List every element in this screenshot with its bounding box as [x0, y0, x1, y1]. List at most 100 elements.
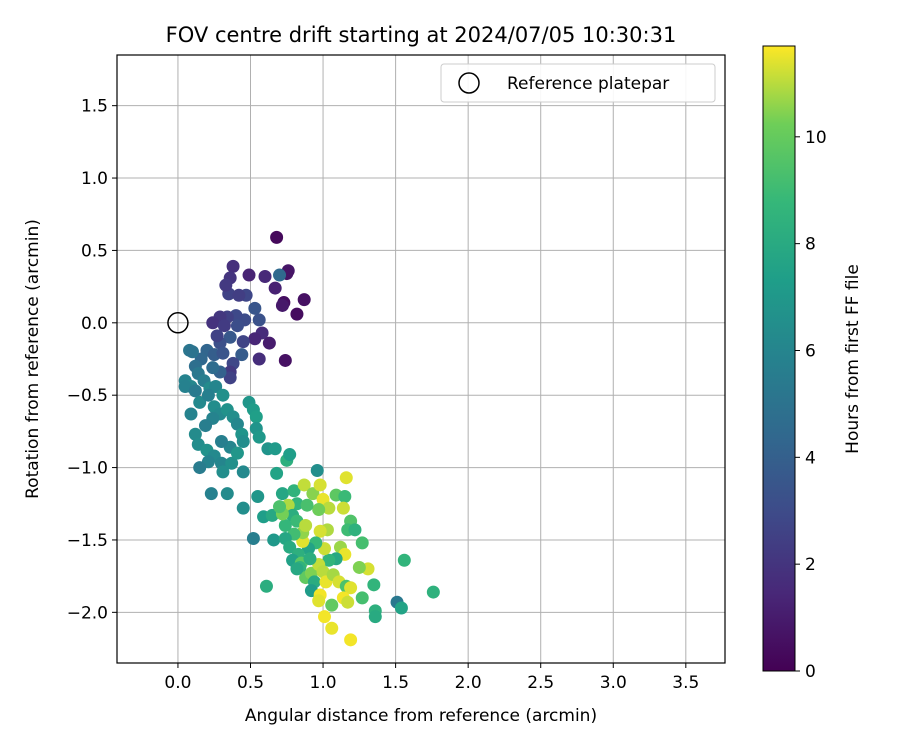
data-point [283, 448, 297, 462]
data-point [287, 484, 301, 498]
x-tick-label: 1.0 [310, 673, 337, 693]
data-point [338, 490, 352, 504]
y-tick-label: 0.0 [81, 314, 108, 334]
data-point [368, 610, 382, 624]
data-point [249, 410, 263, 424]
data-point [265, 508, 279, 522]
y-axis-ticks: 1.5 1.0 0.5 0.0 −0.5 −1.0 −1.5 −2.0 [67, 97, 117, 623]
data-point [270, 466, 284, 480]
data-point [344, 581, 358, 595]
data-point [188, 427, 202, 441]
data-point [230, 417, 244, 431]
data-point [268, 442, 282, 456]
data-point [267, 533, 281, 547]
data-point [236, 465, 250, 479]
data-point [426, 585, 440, 599]
reference-platepar-marker [167, 312, 189, 334]
colorbar-tick-label: 10 [805, 128, 827, 148]
x-axis-label: Angular distance from reference (arcmin) [245, 706, 597, 726]
y-tick-label: 1.5 [81, 97, 108, 117]
data-point [223, 371, 237, 385]
y-tick-label: 1.0 [81, 169, 108, 189]
legend: Reference platepar [440, 63, 716, 103]
data-point [348, 523, 362, 537]
data-point [193, 461, 207, 475]
colorbar-tick-label: 2 [805, 555, 816, 575]
x-tick-label: 0.5 [237, 673, 264, 693]
data-point [252, 430, 266, 444]
x-tick-label: 2.0 [455, 673, 482, 693]
data-point [300, 498, 314, 512]
data-point [290, 307, 304, 321]
data-point [216, 465, 230, 479]
data-point [201, 388, 215, 402]
data-point [225, 456, 239, 470]
data-point [223, 330, 237, 344]
data-point [248, 332, 262, 346]
data-point [352, 560, 366, 574]
data-point [258, 269, 272, 283]
data-point [397, 553, 411, 567]
data-point [313, 478, 327, 492]
colorbar-tick-label: 4 [805, 448, 816, 468]
legend-reference-marker-icon [458, 72, 480, 94]
data-point [251, 490, 265, 504]
data-point [316, 565, 330, 579]
data-point [206, 361, 220, 375]
data-point [318, 610, 332, 624]
y-tick-label: −0.5 [67, 386, 108, 406]
data-point [230, 446, 244, 460]
legend-box [440, 63, 716, 103]
data-point [341, 595, 355, 609]
data-point [312, 503, 326, 517]
data-point [236, 435, 250, 449]
y-tick-label: −1.0 [67, 459, 108, 479]
data-point [268, 281, 282, 295]
y-tick-label: 0.5 [81, 241, 108, 261]
colorbar: 0 2 4 6 8 10 Hours from first FF file [762, 45, 863, 682]
data-point [219, 278, 233, 292]
data-point [188, 384, 202, 398]
data-point [325, 598, 339, 612]
data-point [325, 621, 339, 635]
data-point [204, 487, 218, 501]
colorbar-label: Hours from first FF file [843, 264, 863, 454]
data-point [283, 540, 297, 554]
x-tick-label: 3.5 [672, 673, 699, 693]
data-point [236, 501, 250, 515]
data-point [394, 601, 408, 615]
colorbar-tick-label: 0 [805, 662, 816, 682]
data-point [322, 501, 336, 515]
data-point [310, 463, 324, 477]
data-point [252, 352, 266, 366]
data-point [299, 518, 313, 532]
colorbar-ticks: 0 2 4 6 8 10 [795, 128, 827, 682]
data-point [297, 293, 311, 307]
plot-background [117, 55, 725, 663]
data-point [290, 562, 304, 576]
data-point [275, 298, 289, 312]
plot-area [116, 54, 726, 664]
data-point [185, 345, 199, 359]
data-point [210, 329, 224, 343]
y-tick-label: −2.0 [67, 603, 108, 623]
colorbar-gradient [762, 45, 796, 672]
data-point [303, 552, 317, 566]
grid-vertical [177, 55, 687, 663]
data-point [355, 591, 369, 605]
data-point [344, 633, 358, 647]
x-tick-label: 1.5 [382, 673, 409, 693]
data-point [262, 336, 276, 350]
data-point [270, 230, 284, 244]
data-point [336, 501, 350, 515]
data-point [306, 487, 320, 501]
data-point [193, 395, 207, 409]
data-point [246, 532, 260, 546]
x-tick-label: 0.0 [164, 673, 191, 693]
data-point [273, 500, 287, 514]
data-point [235, 348, 249, 362]
data-point [313, 524, 327, 538]
data-point [226, 259, 240, 273]
colorbar-tick-label: 6 [805, 341, 816, 361]
